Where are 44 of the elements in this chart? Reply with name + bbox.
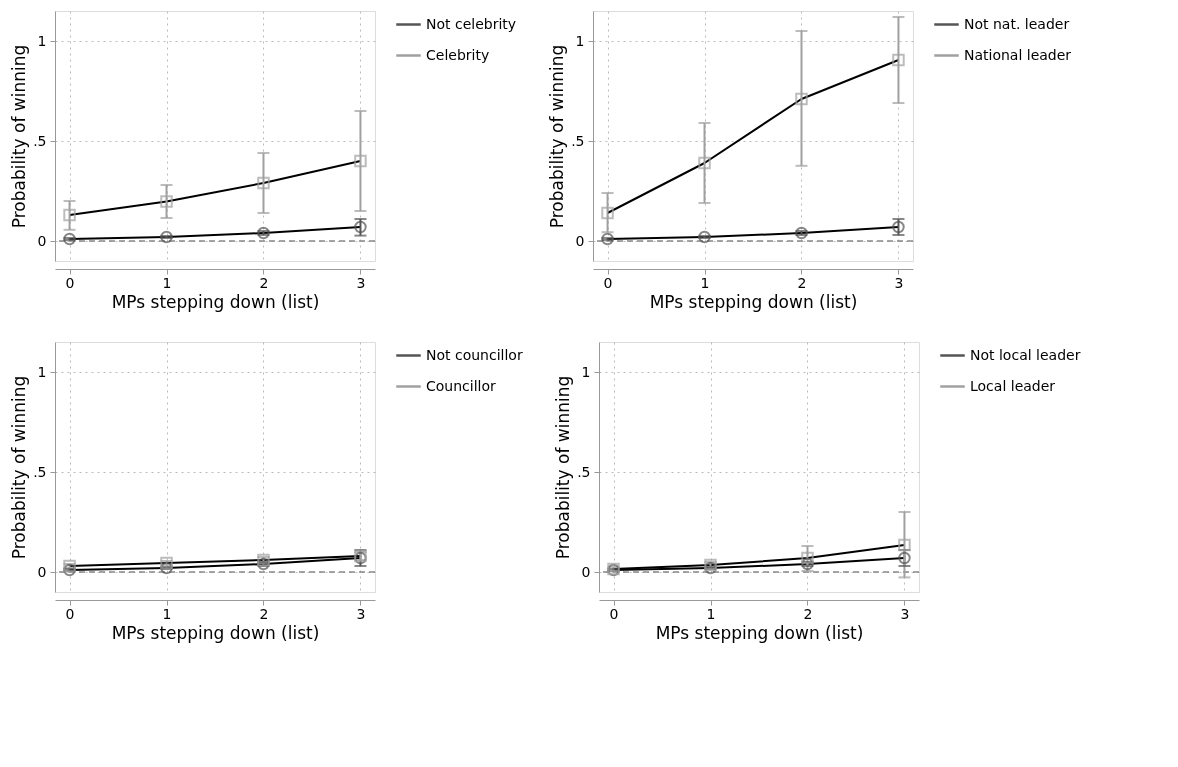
y-tick-label: 1 bbox=[37, 32, 47, 49]
y-axis-title: Probability of winning bbox=[553, 375, 574, 560]
y-tick-label: .5 bbox=[33, 463, 47, 480]
x-tick-label: 1 bbox=[700, 274, 710, 291]
x-tick-label: 0 bbox=[65, 274, 75, 291]
x-tick-label: 2 bbox=[259, 274, 269, 291]
legend-label: Councillor bbox=[426, 377, 497, 394]
x-axis-title: MPs stepping down (list) bbox=[111, 291, 320, 312]
y-tick-label: 1 bbox=[575, 32, 585, 49]
legend-label: Not celebrity bbox=[426, 15, 517, 32]
y-tick-label: .5 bbox=[33, 132, 47, 149]
x-tick-label: 1 bbox=[162, 605, 172, 622]
x-tick-label: 0 bbox=[609, 605, 619, 622]
x-tick-label: 1 bbox=[706, 605, 716, 622]
x-tick-label: 3 bbox=[356, 605, 366, 622]
x-tick-label: 3 bbox=[900, 605, 910, 622]
legend-label: Local leader bbox=[970, 377, 1056, 394]
x-axis-title: MPs stepping down (list) bbox=[649, 291, 858, 312]
y-tick-label: 1 bbox=[37, 363, 47, 380]
legend-label: Not councillor bbox=[426, 346, 523, 363]
y-tick-label: 0 bbox=[575, 232, 585, 249]
y-tick-label: 0 bbox=[581, 563, 591, 580]
y-tick-label: .5 bbox=[571, 132, 585, 149]
y-tick-label: 1 bbox=[581, 363, 591, 380]
x-tick-label: 1 bbox=[162, 274, 172, 291]
legend-label: Not nat. leader bbox=[964, 15, 1070, 32]
x-tick-label: 0 bbox=[603, 274, 613, 291]
legend-label: Celebrity bbox=[426, 46, 490, 63]
y-tick-label: 0 bbox=[37, 232, 47, 249]
y-axis-title: Probability of winning bbox=[9, 44, 30, 229]
x-axis-title: MPs stepping down (list) bbox=[655, 622, 864, 643]
y-axis-title: Probability of winning bbox=[9, 375, 30, 560]
x-axis-title: MPs stepping down (list) bbox=[111, 622, 320, 643]
x-tick-label: 2 bbox=[259, 605, 269, 622]
x-tick-label: 2 bbox=[803, 605, 813, 622]
legend-label: National leader bbox=[964, 46, 1072, 63]
x-tick-label: 2 bbox=[797, 274, 807, 291]
y-tick-label: 0 bbox=[37, 563, 47, 580]
y-axis-title: Probability of winning bbox=[547, 44, 568, 229]
x-tick-label: 0 bbox=[65, 605, 75, 622]
legend-label: Not local leader bbox=[970, 346, 1081, 363]
x-tick-label: 3 bbox=[356, 274, 366, 291]
y-tick-label: .5 bbox=[577, 463, 591, 480]
x-tick-label: 3 bbox=[894, 274, 904, 291]
